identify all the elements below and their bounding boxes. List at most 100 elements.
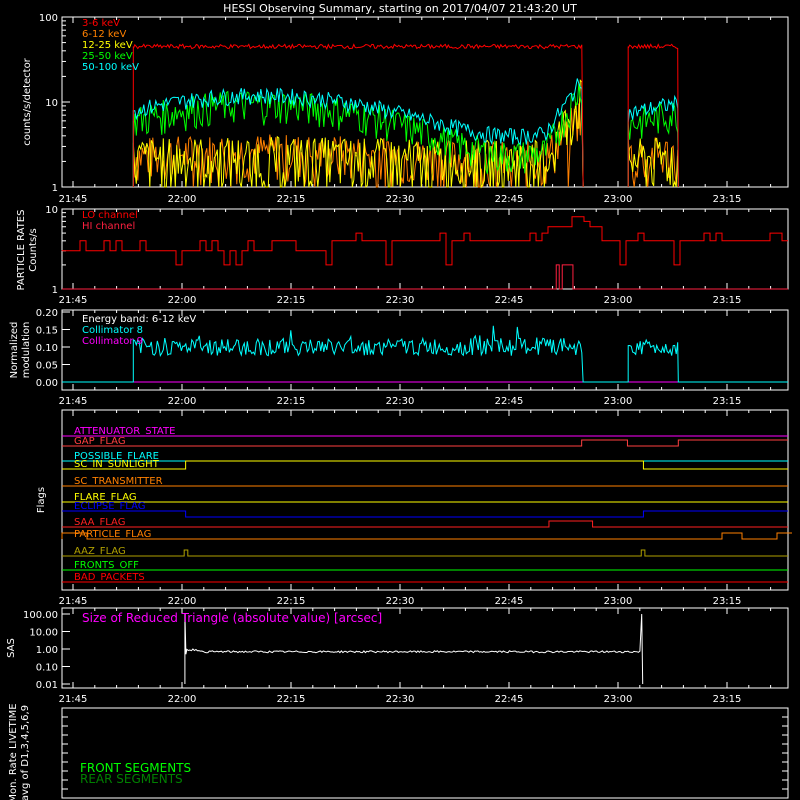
- flag-trace: [61, 532, 792, 540]
- x-tick-label: 23:15: [713, 694, 742, 705]
- legend-item: Collimator 8: [82, 325, 143, 336]
- flag-label: PARTICLE_FLAG: [74, 529, 151, 540]
- series-hi-channel: [62, 264, 788, 290]
- panel4-ylabel: Flags: [36, 487, 47, 513]
- flag-label: FLARE_FLAG: [74, 492, 137, 503]
- x-tick-label: 22:45: [495, 694, 524, 705]
- panel-modulation: Normalized modulation 0.20 0.15 0.10 0.05 0.…: [9, 308, 789, 407]
- panel3-ylabel-a: Normalized: [9, 322, 20, 379]
- x-tick-label: 22:15: [277, 194, 306, 205]
- x-tick-label: 23:15: [713, 194, 742, 205]
- x-tick-label: 22:30: [386, 194, 415, 205]
- y-tick-label: 0.10: [36, 663, 58, 674]
- panel3-ylabel-b: modulation: [21, 322, 32, 379]
- x-tick-label: 21:45: [59, 596, 88, 607]
- x-tick-label: 23:00: [604, 694, 633, 705]
- flag-label: ATTENUATOR_STATE: [74, 426, 175, 437]
- x-tick-label: 22:45: [495, 295, 524, 306]
- x-tick-label: 21:45: [59, 295, 88, 306]
- y-tick-label: 10: [45, 98, 58, 109]
- flag-label: GAP_FLAG: [74, 436, 126, 447]
- flag-label: FRONTS_OFF: [74, 560, 139, 571]
- chart-title: HESSI Observing Summary, starting on 201…: [223, 2, 577, 15]
- legend-item: REAR SEGMENTS: [80, 772, 183, 786]
- legend-item: FRONT SEGMENTS: [80, 761, 191, 775]
- panel5-annotation: Size of Reduced Triangle (absolute value…: [82, 611, 382, 625]
- legend-item: 12-25 keV: [82, 40, 133, 51]
- y-tick-label: 0.00: [36, 378, 58, 389]
- y-tick-label: 0.01: [36, 680, 58, 691]
- series-lo-channel: [61, 216, 788, 266]
- x-tick-label: 22:00: [168, 194, 197, 205]
- panel5-ylabel: SAS: [6, 638, 17, 658]
- x-tick-label: 22:45: [495, 194, 524, 205]
- x-tick-label: 22:15: [277, 295, 306, 306]
- flag-label: AAZ_FLAG: [74, 546, 126, 557]
- legend-item: 25-50 keV: [82, 51, 133, 62]
- x-tick-label: 22:00: [168, 694, 197, 705]
- series-50-100-kev: [132, 78, 679, 188]
- x-tick-label: 22:00: [168, 396, 197, 407]
- x-tick-label: 23:15: [713, 596, 742, 607]
- panel1-ylabel: counts/s/detector: [22, 57, 33, 145]
- x-tick-label: 23:00: [604, 194, 633, 205]
- series-25-50-kev: [132, 83, 679, 188]
- flag-label: BAD_PACKETS: [74, 572, 145, 583]
- x-tick-label: 23:00: [604, 295, 633, 306]
- flag-trace: [62, 510, 788, 518]
- x-tick-label: 22:30: [386, 694, 415, 705]
- x-tick-label: 22:30: [386, 295, 415, 306]
- x-tick-label: 23:15: [713, 396, 742, 407]
- panel2-ylabel-a: PARTICLE RATES: [16, 210, 27, 291]
- legend-item: HI channel: [82, 221, 135, 232]
- flag-label: ECLIPSE_FLAG: [74, 501, 145, 512]
- flag-trace: [62, 460, 788, 470]
- y-tick-label: 10: [45, 205, 58, 216]
- x-tick-label: 23:00: [604, 596, 633, 607]
- panel6-ylabel-a: Mon. Rate LIVETIME: [8, 703, 19, 800]
- x-tick-label: 22:15: [277, 694, 306, 705]
- legend-item: LO channel: [82, 210, 138, 221]
- legend-item: 50-100 keV: [82, 62, 139, 73]
- series-3-6-kev: [132, 43, 679, 188]
- x-tick-label: 21:45: [59, 396, 88, 407]
- x-tick-label: 22:15: [277, 396, 306, 407]
- y-tick-label: 1.00: [36, 645, 58, 656]
- panel3-annotation: Energy band: 6-12 keV: [82, 314, 196, 325]
- flag-label: POSSIBLE_FLARE: [74, 451, 159, 462]
- y-tick-label: 0.05: [36, 361, 58, 372]
- panel-count-rates: counts/s/detector 100 10 1 21:45 22:00 22:15…: [22, 13, 789, 205]
- series-12-25-kev: [132, 79, 679, 189]
- x-tick-label: 22:45: [495, 396, 524, 407]
- flag-trace: [62, 520, 788, 528]
- x-tick-label: 22:45: [495, 596, 524, 607]
- series-sas: [184, 613, 644, 685]
- panel-sas: SAS 100.00 10.00 1.00 0.10 0.01 21:45 22:00 22…: [6, 607, 789, 705]
- flag-label: SC_IN_SUNLIGHT: [74, 459, 160, 470]
- y-tick-label: 100.00: [23, 610, 58, 621]
- y-tick-label: 1: [52, 183, 58, 194]
- legend-item: 3-6 keV: [82, 18, 120, 29]
- y-tick-label: 10.00: [29, 628, 58, 639]
- x-tick-label: 23:00: [604, 396, 633, 407]
- flag-trace: [62, 549, 788, 557]
- x-tick-label: 22:30: [386, 596, 415, 607]
- x-tick-label: 22:15: [277, 596, 306, 607]
- x-tick-label: 22:00: [168, 596, 197, 607]
- panel-livetime: Mon. Rate LIVETIME avg of D1,3,4,5,6,9 F…: [8, 703, 789, 800]
- x-tick-label: 21:45: [59, 694, 88, 705]
- y-tick-label: 1: [52, 285, 58, 296]
- legend-item: 6-12 keV: [82, 29, 126, 40]
- panel-particle-rates: PARTICLE RATES Counts/s 10 1 21:45 22:00 22…: [16, 205, 789, 306]
- flag-label: SAA_FLAG: [74, 517, 125, 528]
- flag-label: SC_TRANSMITTER: [74, 476, 163, 487]
- x-tick-label: 22:00: [168, 295, 197, 306]
- panel2-ylabel-b: Counts/s: [28, 228, 39, 272]
- x-tick-label: 21:45: [59, 194, 88, 205]
- y-tick-label: 0.10: [36, 343, 58, 354]
- panel-flags: Flags 21:45 22:00 22:15 22:30 22:45 23:00 23:1…: [36, 409, 792, 607]
- x-tick-label: 22:30: [386, 396, 415, 407]
- y-tick-label: 100: [39, 13, 58, 24]
- flag-trace: [62, 439, 788, 447]
